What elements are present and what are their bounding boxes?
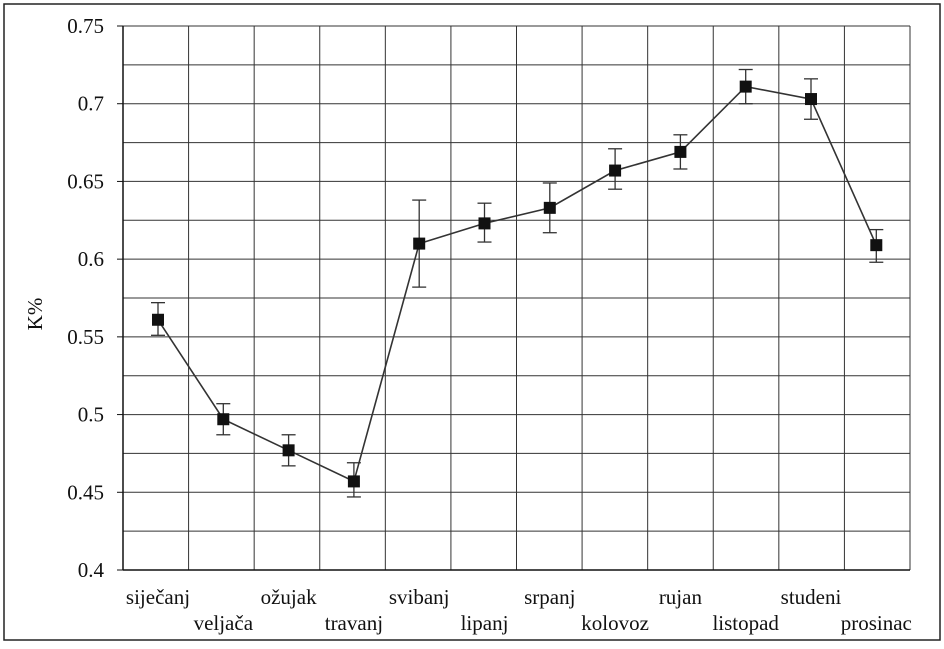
- x-tick-label: listopad: [712, 611, 779, 635]
- x-tick-label: studeni: [781, 585, 842, 609]
- y-tick-label: 0.6: [78, 247, 104, 271]
- series-layer: [151, 68, 884, 498]
- y-tick-label: 0.5: [78, 403, 104, 427]
- data-point: [152, 313, 164, 326]
- x-tick-label: ožujak: [261, 585, 317, 609]
- data-point: [674, 145, 687, 158]
- x-tick-label: travanj: [325, 611, 383, 635]
- series-line: [157, 85, 878, 483]
- x-tick-label: prosinac: [841, 611, 912, 635]
- y-tick-label: 0.4: [78, 558, 105, 582]
- grid-layer: [122, 25, 911, 571]
- x-tick-label: kolovoz: [581, 611, 649, 635]
- x-tick-label: svibanj: [389, 585, 450, 609]
- y-tick-label: 0.65: [67, 169, 104, 193]
- x-tick-label: srpanj: [524, 585, 575, 609]
- y-axis-label: K%: [23, 298, 47, 331]
- data-point: [413, 237, 426, 250]
- data-point: [282, 444, 295, 457]
- data-point: [217, 413, 230, 426]
- x-tick-label: lipanj: [461, 611, 509, 635]
- data-point: [543, 201, 556, 214]
- y-tick-label: 0.75: [67, 14, 104, 38]
- data-point: [478, 217, 491, 230]
- y-tick-label: 0.7: [78, 92, 104, 116]
- chart-frame: [3, 3, 941, 641]
- x-tick-label: siječanj: [126, 585, 190, 609]
- data-point: [870, 239, 883, 252]
- y-tick-label: 0.55: [67, 325, 104, 349]
- x-tick-label: veljača: [194, 611, 254, 635]
- data-point: [347, 475, 360, 488]
- data-point: [609, 164, 622, 177]
- x-tick-label: rujan: [659, 585, 703, 609]
- axis-layer: 0.4 0.45 0.5 0.55 0.6 0.65 0.7 0.75 siječanjvelj…: [67, 14, 912, 635]
- data-point: [739, 80, 752, 93]
- data-point: [805, 93, 817, 106]
- y-tick-label: 0.45: [67, 480, 104, 504]
